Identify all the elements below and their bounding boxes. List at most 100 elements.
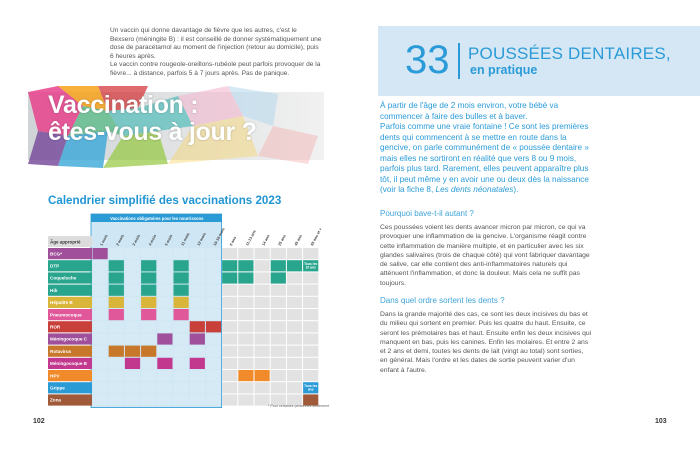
empty-cell <box>222 370 238 382</box>
empty-cell <box>254 394 270 406</box>
divider <box>458 43 460 79</box>
filled-cell <box>141 272 157 284</box>
column-label: 2 mois <box>116 234 125 247</box>
empty-cell <box>254 382 270 394</box>
empty-cell <box>270 345 286 357</box>
row-label: Méningocoque C <box>50 337 88 342</box>
filled-cell <box>92 248 108 260</box>
empty-cell <box>92 272 108 284</box>
row-label: Coqueluche <box>50 276 77 281</box>
banner-title: Vaccination : êtes-vous à jour ? <box>48 92 257 146</box>
intro-paragraph: Un vaccin qui donne davantage de fièvre … <box>110 27 322 60</box>
empty-cell <box>124 284 141 296</box>
empty-cell <box>205 296 222 308</box>
empty-cell <box>173 321 189 333</box>
row-label: Pneumocoque <box>50 312 82 317</box>
empty-cell <box>141 370 157 382</box>
empty-cell <box>92 382 108 394</box>
empty-cell <box>270 284 286 296</box>
chapter-number: 33 <box>405 38 450 82</box>
section-text: Ces poussées voient les dents avancer mi… <box>380 224 590 287</box>
group-header: Vaccinations obligatoires pour les nourr… <box>110 216 204 221</box>
empty-cell <box>238 296 254 308</box>
empty-cell <box>222 345 238 357</box>
filled-cell <box>222 272 238 284</box>
empty-cell <box>303 272 319 284</box>
empty-cell <box>157 248 173 260</box>
lead-paragraph: À partir de l'âge de 2 mois environ, vot… <box>380 101 559 121</box>
empty-cell <box>303 370 319 382</box>
empty-cell <box>141 333 157 345</box>
filled-cell <box>157 333 173 345</box>
empty-cell <box>157 284 173 296</box>
empty-cell <box>124 272 141 284</box>
empty-cell <box>157 370 173 382</box>
empty-cell <box>270 370 286 382</box>
empty-cell <box>254 321 270 333</box>
empty-cell <box>92 357 108 369</box>
row-label: HPV <box>50 373 60 378</box>
row-label: Grippe <box>50 386 65 391</box>
empty-cell <box>254 309 270 321</box>
filled-cell <box>157 357 173 369</box>
empty-cell <box>286 296 303 308</box>
filled-cell <box>173 260 189 272</box>
empty-cell <box>173 333 189 345</box>
filled-cell <box>141 284 157 296</box>
footnote: * Pour certaines personnes seulement <box>268 404 329 408</box>
empty-cell <box>157 309 173 321</box>
empty-cell <box>189 284 205 296</box>
empty-cell <box>157 321 173 333</box>
filled-cell <box>141 345 157 357</box>
filled-cell <box>108 309 124 321</box>
cell-note: Tous les ans <box>304 384 317 392</box>
corner-cell <box>48 236 92 247</box>
empty-cell <box>173 382 189 394</box>
empty-cell <box>222 321 238 333</box>
empty-cell <box>124 321 141 333</box>
empty-cell <box>189 345 205 357</box>
empty-cell <box>270 296 286 308</box>
empty-cell <box>205 333 222 345</box>
empty-cell <box>270 321 286 333</box>
row-label-cell <box>48 309 92 321</box>
empty-cell <box>205 248 222 260</box>
empty-cell <box>92 333 108 345</box>
empty-cell <box>92 296 108 308</box>
empty-cell <box>141 321 157 333</box>
empty-cell <box>222 382 238 394</box>
empty-cell <box>141 357 157 369</box>
filled-cell <box>108 296 124 308</box>
empty-cell <box>124 260 141 272</box>
lead: À partir de l'âge de 2 mois environ, vot… <box>380 101 592 196</box>
empty-cell <box>189 260 205 272</box>
filled-cell <box>286 260 303 272</box>
filled-cell <box>108 284 124 296</box>
filled-cell <box>270 272 286 284</box>
column-label: 14 ans <box>261 234 270 246</box>
empty-cell <box>173 345 189 357</box>
empty-cell <box>286 394 303 406</box>
empty-cell <box>238 309 254 321</box>
banner-line: Vaccination : <box>48 91 199 119</box>
filled-cell <box>189 321 205 333</box>
empty-cell <box>254 333 270 345</box>
column-label: 1 mois <box>99 234 108 247</box>
chapter-header <box>378 26 700 96</box>
empty-cell <box>157 345 173 357</box>
empty-cell <box>205 272 222 284</box>
empty-cell <box>286 321 303 333</box>
intro: Un vaccin qui donne davantage de fièvre … <box>110 27 322 79</box>
filled-cell <box>108 260 124 272</box>
filled-cell <box>238 370 254 382</box>
column-label: 3 mois <box>132 234 141 247</box>
group-header-band <box>91 214 222 222</box>
empty-cell <box>173 357 189 369</box>
empty-cell <box>286 345 303 357</box>
empty-cell <box>189 272 205 284</box>
empty-cell <box>270 309 286 321</box>
empty-cell <box>124 309 141 321</box>
chapter-title: POUSSÉES DENTAIRES, <box>468 44 671 63</box>
empty-cell <box>157 382 173 394</box>
empty-cell <box>286 248 303 260</box>
